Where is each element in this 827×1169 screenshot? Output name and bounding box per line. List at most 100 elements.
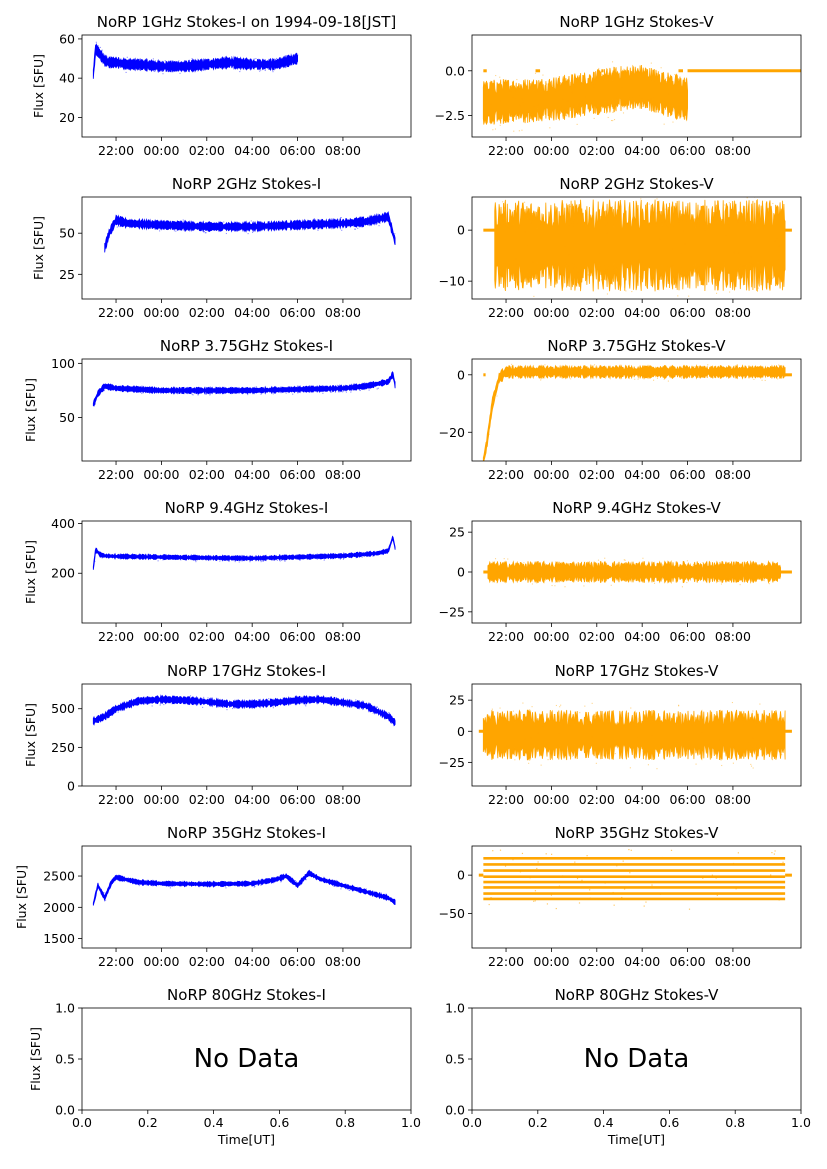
scatter-point — [229, 557, 231, 559]
scatter-point — [104, 554, 106, 556]
scatter-point — [322, 392, 324, 394]
scatter-point — [330, 391, 332, 393]
scatter-point — [702, 562, 704, 564]
scatter-point — [274, 65, 276, 67]
scatter-point — [600, 371, 602, 373]
scatter-point — [606, 577, 608, 579]
scatter-point — [132, 388, 134, 390]
scatter-point — [581, 879, 583, 881]
x-tick-label: 0.4 — [204, 1115, 224, 1130]
scatter-point — [285, 392, 287, 394]
scatter-point — [650, 62, 652, 64]
scatter-point — [263, 62, 265, 64]
scatter-point — [275, 386, 277, 388]
axes-frame — [81, 1007, 412, 1111]
scatter-point — [549, 373, 551, 375]
x-tick-label: 08:00 — [325, 143, 361, 158]
scatter-point — [524, 231, 526, 233]
subplot-title: NoRP 2GHz Stokes-I — [172, 175, 321, 193]
scatter-point — [331, 225, 333, 228]
y-tick-label: 0 — [457, 868, 465, 883]
scatter-point — [520, 377, 522, 379]
scatter-point — [531, 371, 533, 373]
scatter-point — [256, 700, 258, 703]
scatter-point — [512, 710, 514, 712]
scatter-point — [745, 571, 747, 573]
scatter-point — [689, 747, 692, 749]
x-tick-label: 22:00 — [98, 305, 134, 320]
y-tick-label: −20 — [439, 425, 465, 440]
scatter-point — [326, 389, 329, 391]
scatter-point — [385, 893, 387, 895]
scatter-point — [702, 877, 704, 879]
scatter-point — [778, 258, 780, 260]
scatter-point — [161, 699, 163, 701]
series-band — [92, 535, 396, 570]
scatter-point — [752, 710, 754, 712]
x-tick-label: 06:00 — [670, 305, 706, 320]
scatter-point — [191, 698, 193, 700]
scatter-point — [642, 557, 644, 559]
scatter-point — [720, 583, 723, 585]
x-tick-label: 04:00 — [234, 954, 270, 969]
scatter-point — [107, 388, 109, 390]
scatter-point — [175, 230, 177, 232]
scatter-point — [678, 222, 680, 224]
scatter-point — [512, 260, 514, 262]
scatter-point — [603, 751, 605, 753]
scatter-point — [109, 886, 111, 888]
scatter-point — [669, 580, 671, 582]
scatter-point — [531, 583, 533, 585]
scatter-point — [623, 559, 625, 561]
scatter-point — [530, 737, 532, 739]
scatter-point — [151, 224, 153, 226]
scatter-point — [97, 45, 99, 47]
x-tick-label: 06:00 — [280, 954, 316, 969]
scatter-point — [622, 112, 625, 114]
scatter-point — [200, 221, 202, 223]
scatter-point — [559, 564, 561, 566]
scatter-point — [569, 206, 571, 208]
scatter-point — [220, 555, 222, 557]
scatter-point — [497, 566, 500, 568]
scatter-point — [705, 368, 708, 371]
scatter-point — [347, 705, 349, 707]
scatter-point — [177, 882, 179, 884]
x-tick-label: 02:00 — [579, 143, 615, 158]
scatter-point — [651, 884, 653, 886]
scatter-point — [778, 214, 780, 216]
scatter-point — [375, 383, 377, 385]
scatter-point — [229, 63, 231, 65]
series-band — [92, 694, 396, 727]
scatter-point — [655, 569, 657, 571]
scatter-point — [501, 572, 503, 574]
scatter-point — [664, 221, 666, 223]
scatter-point — [545, 83, 548, 85]
scatter-point — [487, 729, 489, 732]
scatter-point — [695, 763, 697, 765]
scatter-point — [501, 374, 503, 376]
scatter-point — [182, 219, 184, 221]
scatter-point — [679, 578, 681, 580]
scatter-point — [616, 98, 618, 100]
scatter-point — [368, 555, 370, 557]
scatter-point — [100, 891, 102, 893]
scatter-point — [574, 722, 576, 724]
scatter-point — [559, 706, 561, 708]
scatter-point — [237, 704, 239, 706]
scatter-point — [590, 880, 592, 883]
scatter-point — [178, 558, 180, 560]
scatter-point — [230, 556, 232, 558]
scatter-point — [238, 707, 240, 709]
scatter-point — [612, 579, 614, 581]
scatter-point — [584, 705, 586, 707]
scatter-point — [759, 265, 762, 267]
scatter-point — [170, 885, 172, 887]
scatter-point — [517, 366, 519, 368]
scatter-point — [240, 226, 242, 228]
scatter-point — [504, 865, 507, 867]
scatter-point — [621, 86, 623, 88]
scatter-point — [383, 383, 385, 385]
scatter-point — [777, 378, 779, 380]
scatter-point — [357, 706, 359, 708]
